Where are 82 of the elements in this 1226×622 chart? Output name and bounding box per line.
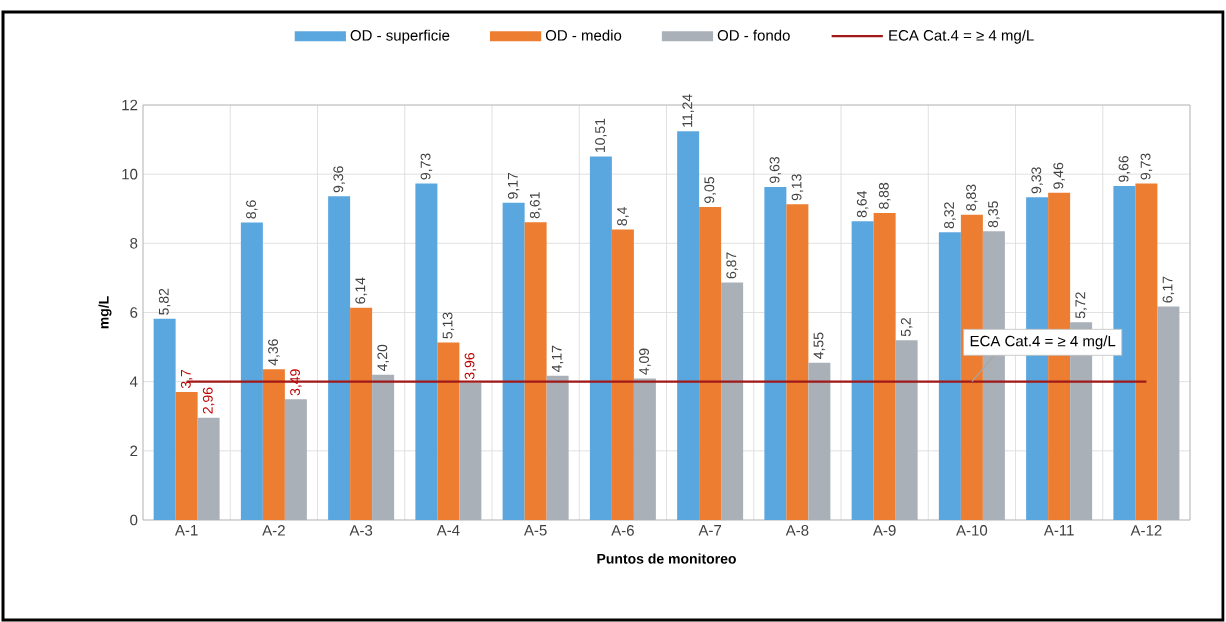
data-label: 5,82	[158, 288, 171, 315]
bar	[350, 307, 373, 520]
data-label: 10,51	[595, 118, 607, 153]
data-label: 4,17	[551, 345, 564, 373]
data-label: 8,64	[856, 190, 869, 218]
data-label: 2,96	[202, 387, 215, 414]
x-tick-label: A-9	[872, 525, 896, 536]
y-tick-label: 10	[122, 168, 138, 180]
x-tick-label: A-3	[349, 525, 373, 536]
bar	[764, 186, 787, 520]
legend-label: OD - fondo	[717, 29, 790, 41]
x-tick-label: A-4	[436, 525, 460, 536]
data-label: 8,32	[944, 202, 956, 229]
x-tick-label: A-12	[1130, 525, 1162, 536]
x-tick-label: A-5	[523, 525, 547, 536]
x-axis-title: Puntos de monitoreo	[597, 553, 736, 564]
data-label: 4,55	[813, 332, 826, 359]
data-label: 8,83	[966, 184, 978, 211]
bar	[240, 222, 263, 520]
data-label: 9,46	[1053, 162, 1065, 189]
data-label: 8,88	[878, 182, 891, 209]
data-label: 5,13	[442, 312, 455, 339]
bar	[786, 204, 809, 520]
bar	[328, 196, 351, 520]
data-label: 8,35	[988, 201, 1000, 228]
bar	[873, 212, 896, 520]
y-tick-label: 8	[130, 238, 138, 249]
data-label: 9,05	[704, 176, 716, 203]
legend-label: OD - medio	[545, 29, 622, 41]
data-label: 8,61	[529, 192, 542, 219]
x-tick-label: A-10	[956, 525, 988, 536]
data-label: 5,2	[900, 318, 913, 337]
bar	[1135, 183, 1158, 520]
data-label: 9,73	[1140, 153, 1153, 180]
y-tick-label: 0	[130, 514, 138, 526]
x-tick-label: A-1	[174, 525, 198, 536]
data-label: 9,36	[333, 166, 345, 193]
bar	[938, 232, 961, 520]
y-tick-label: 12	[122, 99, 138, 111]
y-tick-label: 2	[130, 445, 138, 457]
legend-label: ECA Cat.4 = ≥ 4 mg/L	[889, 29, 1034, 44]
data-label: 9,63	[769, 156, 782, 183]
data-label: 3,96	[464, 353, 477, 380]
bar	[589, 156, 612, 520]
data-label: 8,6	[246, 200, 258, 219]
data-label: 3,49	[290, 369, 302, 396]
y-tick-label: 4	[129, 376, 138, 387]
bar	[262, 369, 285, 520]
bar	[524, 222, 547, 520]
data-label: 4,09	[639, 348, 651, 375]
legend-label: OD - superficie	[350, 29, 450, 44]
data-label: 6,87	[726, 252, 738, 279]
data-label: 9,17	[507, 172, 520, 199]
bar	[175, 392, 198, 520]
data-label: 3,7	[180, 369, 193, 389]
data-label: 4,36	[268, 339, 280, 366]
data-label: 8,4	[617, 207, 629, 226]
x-tick-label: A-6	[611, 525, 634, 536]
bar	[699, 207, 722, 520]
bar	[437, 342, 460, 520]
data-label: 5,72	[1075, 292, 1087, 319]
x-tick-label: A-8	[785, 525, 809, 536]
data-label: 9,13	[791, 174, 804, 201]
annotation: ECA Cat.4 = ≥ 4 mg/L	[970, 335, 1116, 350]
bar	[415, 183, 438, 520]
y-axis-title: mg/L	[98, 296, 112, 329]
x-tick-label: A-7	[698, 525, 722, 536]
data-label: 9,66	[1118, 155, 1131, 182]
data-label: 11,24	[682, 94, 694, 127]
x-tick-label: A-2	[262, 525, 285, 536]
data-label: 6,14	[355, 277, 367, 304]
bar	[153, 318, 176, 520]
data-label: 4,20	[377, 344, 389, 372]
data-label: 6,17	[1162, 276, 1175, 303]
bar	[677, 131, 700, 520]
bar	[851, 221, 874, 520]
y-tick-label: 6	[130, 307, 138, 318]
bar	[502, 202, 525, 520]
bar	[611, 229, 634, 520]
data-label: 9,73	[420, 153, 433, 180]
data-label: 9,33	[1031, 167, 1043, 194]
x-tick-label: A-11	[1043, 525, 1074, 536]
